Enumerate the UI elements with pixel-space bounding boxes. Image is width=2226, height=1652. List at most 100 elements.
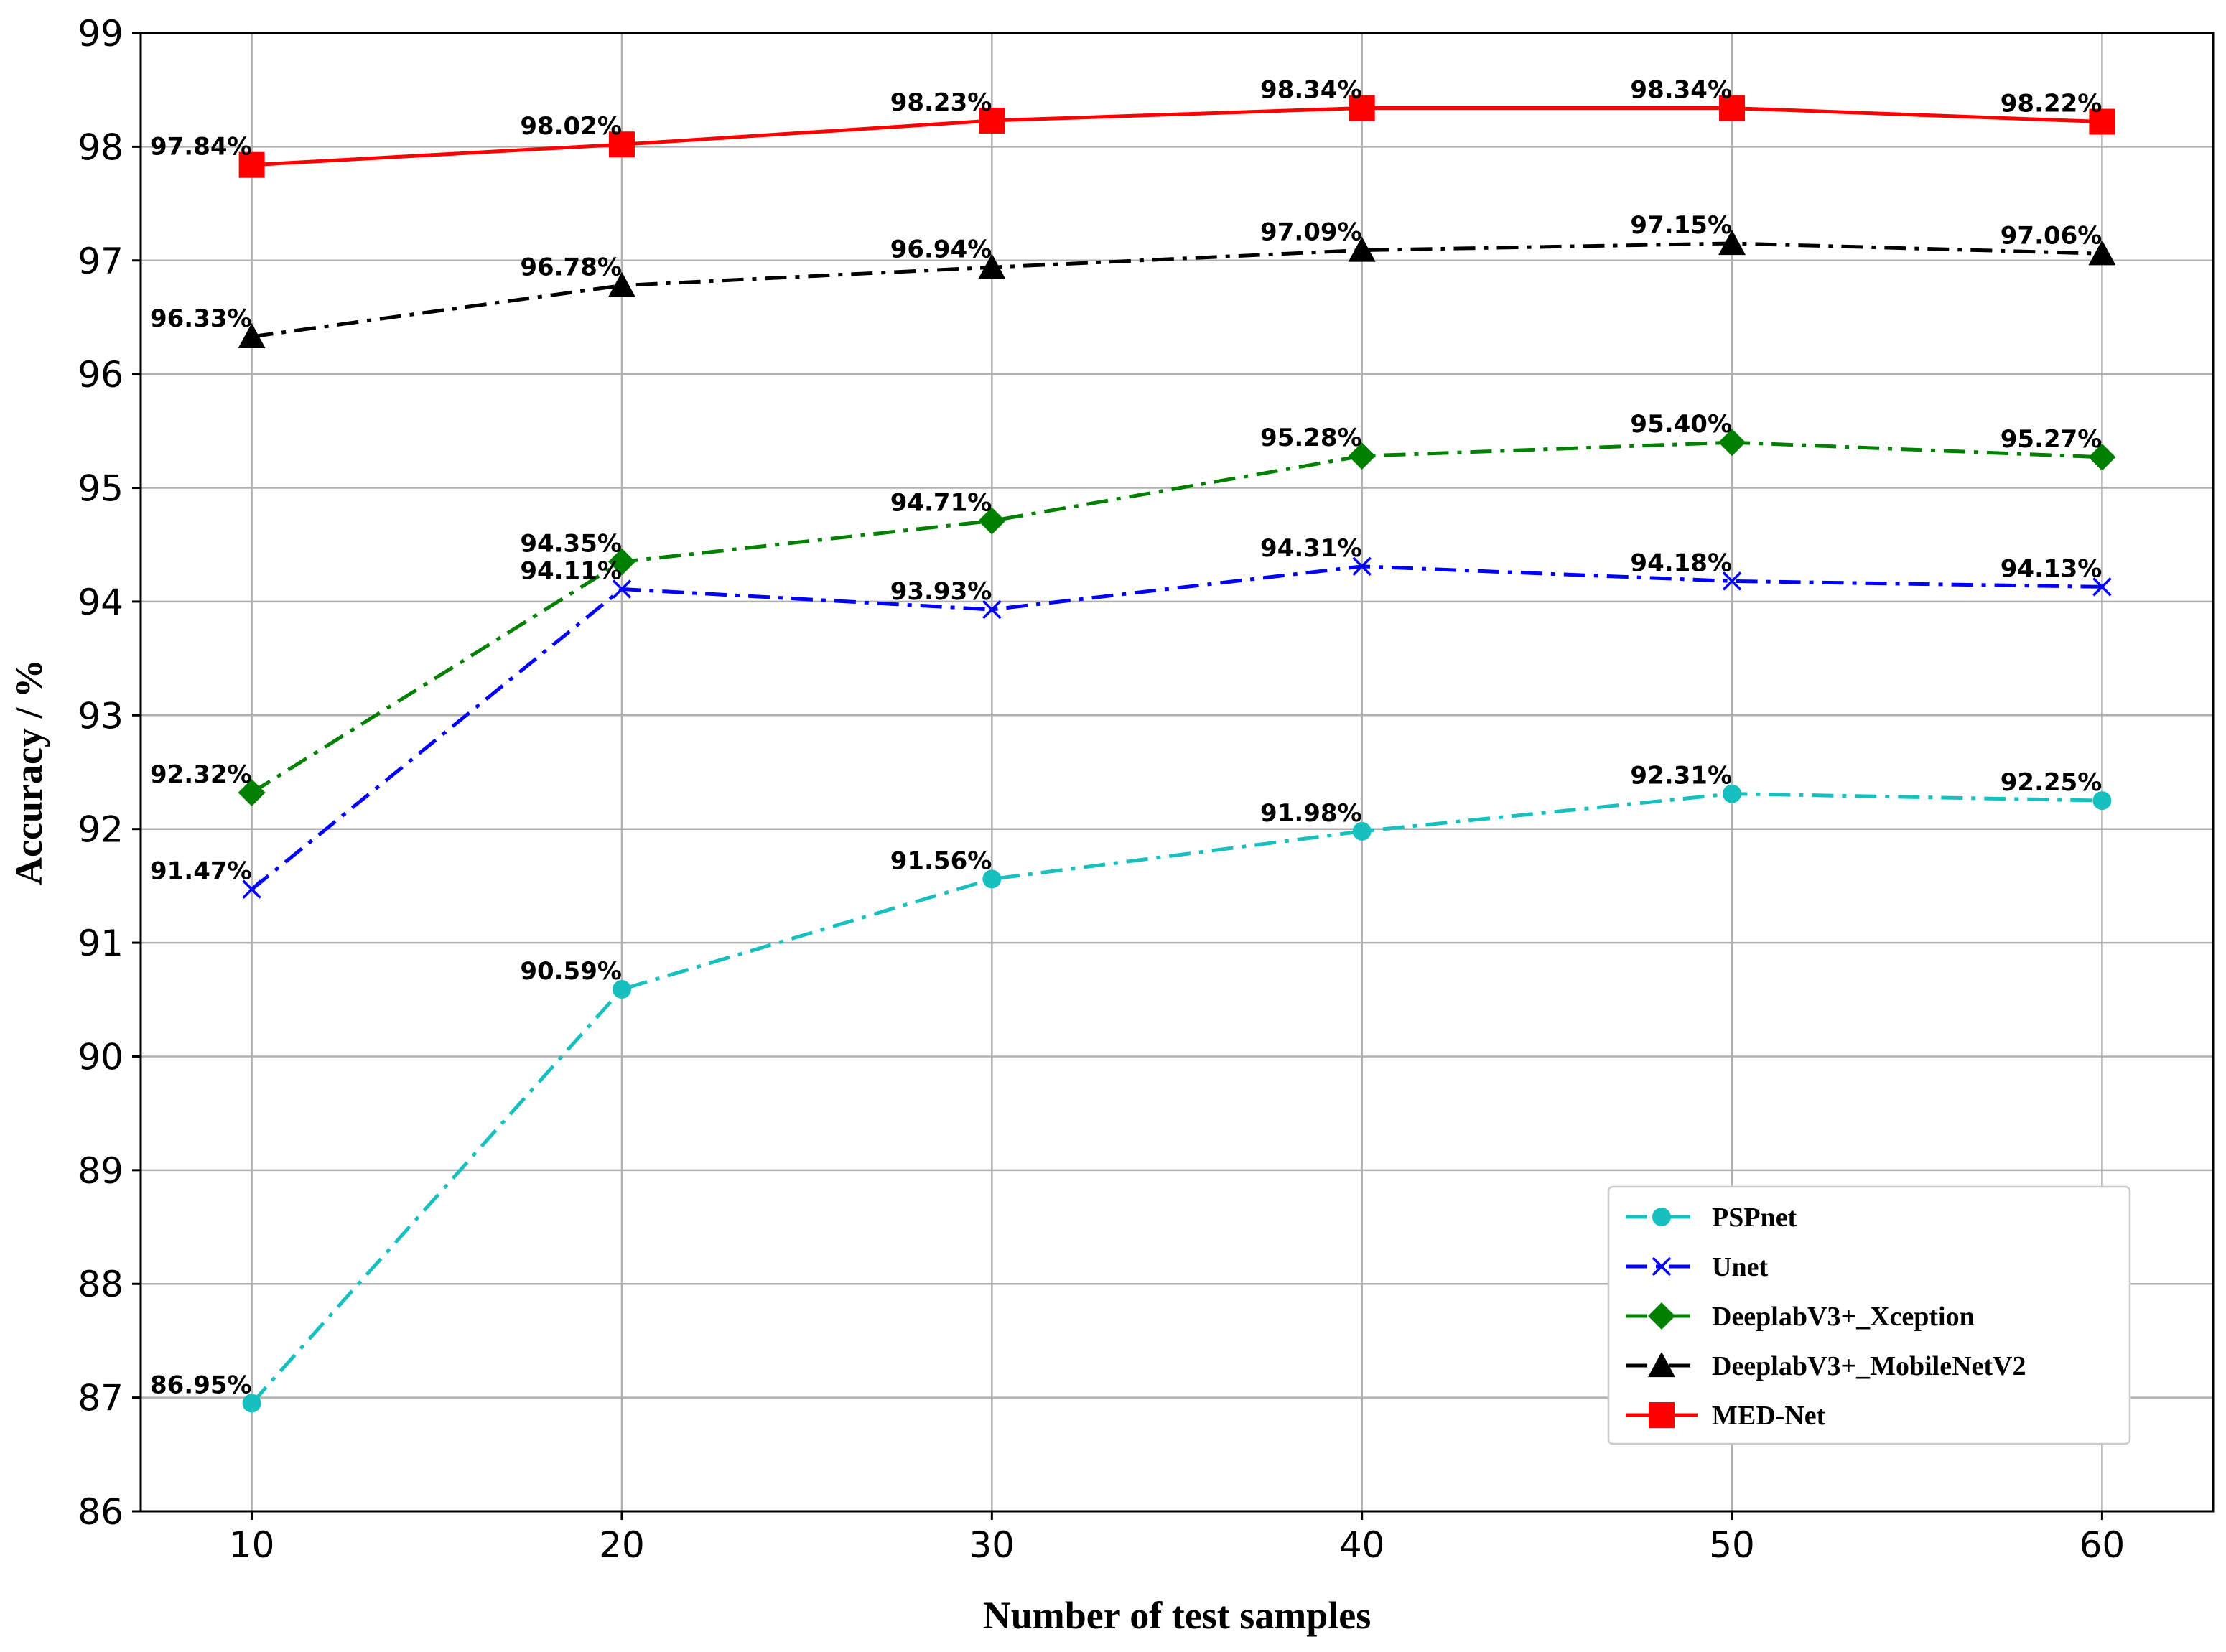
data-point-med-net	[238, 151, 265, 178]
x-tick-label: 10	[229, 1524, 275, 1566]
series-line-deeplabv3-xception	[251, 440, 2102, 795]
data-point-pspnet	[242, 1394, 261, 1413]
data-point-deeplabv3-mobilenetv2	[978, 253, 1006, 279]
data-point-med-net	[1719, 95, 1746, 121]
data-point-deeplabv3-xception	[1718, 429, 1746, 457]
y-tick-label: 88	[78, 1264, 124, 1305]
data-label-pspnet: 92.31%	[1630, 762, 1732, 790]
data-label-deeplabv3-xception: 95.28%	[1260, 424, 1362, 452]
data-label-pspnet: 91.98%	[1260, 799, 1362, 828]
data-label-med-net: 98.02%	[520, 112, 622, 141]
data-point-pspnet	[2092, 791, 2112, 811]
x-tick-label: 50	[1709, 1524, 1755, 1566]
data-label-deeplabv3-xception: 95.40%	[1630, 410, 1732, 439]
data-label-med-net: 98.22%	[2001, 90, 2102, 118]
y-tick-label: 95	[78, 468, 124, 510]
y-tick-label: 99	[78, 13, 124, 55]
data-label-pspnet: 92.25%	[2001, 768, 2102, 797]
data-point-deeplabv3-xception	[978, 507, 1006, 535]
series-deeplabv3-mobilenetv2	[238, 230, 2116, 349]
legend-label-deeplabv3-xception: DeeplabV3+_Xception	[1712, 1302, 1975, 1332]
series-unet	[242, 556, 2112, 899]
y-tick-label: 98	[78, 126, 124, 168]
x-tick-label: 40	[1339, 1524, 1385, 1566]
y-tick-label: 94	[78, 582, 124, 623]
data-point-deeplabv3-mobilenetv2	[2088, 240, 2116, 266]
x-tick-label: 30	[969, 1524, 1015, 1566]
data-point-pspnet	[1352, 821, 1372, 841]
data-label-med-net: 97.84%	[150, 133, 252, 162]
data-label-unet: 93.93%	[890, 577, 992, 606]
data-point-unet	[982, 599, 1002, 620]
data-label-unet: 91.47%	[150, 857, 252, 886]
data-label-deeplabv3-xception: 94.71%	[890, 488, 992, 517]
y-tick-label: 97	[78, 241, 124, 282]
y-tick-label: 87	[78, 1378, 124, 1419]
legend-label-pspnet: PSPnet	[1712, 1203, 1797, 1233]
data-label-deeplabv3-mobilenetv2: 97.15%	[1630, 211, 1732, 240]
legend-label-unet: Unet	[1712, 1252, 1768, 1282]
grid	[141, 32, 2213, 1513]
y-tick-label: 96	[78, 354, 124, 396]
data-label-deeplabv3-mobilenetv2: 96.78%	[520, 253, 622, 282]
x-axis-title: Number of test samples	[983, 1594, 1371, 1637]
data-point-unet	[242, 879, 261, 899]
legend-marker-pspnet	[1652, 1208, 1671, 1226]
data-label-med-net: 98.23%	[890, 88, 992, 117]
series-line-unet	[251, 564, 2102, 891]
data-point-deeplabv3-mobilenetv2	[1348, 236, 1376, 262]
data-point-deeplabv3-xception	[1348, 442, 1376, 470]
legend-marker-deeplabv3-xception	[1648, 1302, 1675, 1330]
series-line-med-net	[251, 106, 2102, 167]
data-point-deeplabv3-xception	[607, 548, 635, 576]
series-deeplabv3-xception	[238, 429, 2116, 807]
axis-ticks: 10 20 30 40 50 60 86 87 88 89 90 91 92 93 94 95 96 97 98 99	[78, 13, 2125, 1566]
data-label-unet: 94.13%	[2001, 554, 2102, 583]
data-label-unet: 94.11%	[520, 557, 622, 586]
data-label-unet: 94.31%	[1260, 534, 1362, 563]
data-point-unet	[1722, 571, 1742, 591]
y-tick-label: 86	[78, 1491, 124, 1533]
data-label-deeplabv3-mobilenetv2: 97.06%	[2001, 221, 2102, 250]
data-point-unet	[612, 579, 632, 599]
data-labels: 86.95% 90.59% 91.56% 91.98% 92.31% 92.25% 91.4…	[150, 76, 2102, 1400]
data-label-med-net: 98.34%	[1260, 76, 1362, 105]
data-point-med-net	[979, 107, 1005, 134]
legend-marker-unet	[1652, 1256, 1672, 1277]
data-label-deeplabv3-mobilenetv2: 97.09%	[1260, 218, 1362, 247]
data-point-med-net	[1349, 95, 1375, 121]
legend-label-deeplabv3-mobilenetv2: DeeplabV3+_MobileNetV2	[1712, 1351, 2026, 1381]
legend-marker-med-net	[1649, 1402, 1675, 1428]
x-tick-label: 20	[599, 1524, 645, 1566]
data-point-pspnet	[1723, 784, 1742, 803]
data-label-deeplabv3-xception: 92.32%	[150, 760, 252, 789]
series-line-pspnet	[250, 792, 2102, 1405]
legend-box	[1607, 1185, 2131, 1445]
data-point-pspnet	[612, 980, 631, 999]
data-label-pspnet: 91.56%	[890, 846, 992, 875]
data-point-deeplabv3-xception	[238, 779, 266, 807]
y-tick-label: 90	[78, 1036, 124, 1078]
data-point-deeplabv3-mobilenetv2	[238, 322, 266, 349]
data-label-deeplabv3-xception: 95.27%	[2001, 425, 2102, 454]
y-tick-label: 92	[78, 809, 124, 851]
y-tick-label: 93	[78, 695, 124, 737]
data-point-pspnet	[982, 869, 1002, 889]
y-tick-label: 89	[78, 1150, 124, 1192]
data-point-unet	[2092, 577, 2112, 597]
data-label-pspnet: 86.95%	[150, 1371, 252, 1400]
data-label-pspnet: 90.59%	[520, 957, 622, 986]
data-point-deeplabv3-mobilenetv2	[607, 271, 635, 297]
y-tick-label: 91	[78, 923, 124, 964]
data-point-deeplabv3-xception	[2088, 443, 2116, 471]
legend: PSPnet Unet DeeplabV3+_Xception DeeplabV3+_…	[1607, 1185, 2131, 1445]
series-group	[238, 95, 2116, 1413]
data-label-med-net: 98.34%	[1630, 76, 1732, 105]
series-line-deeplabv3-mobilenetv2	[251, 241, 2102, 339]
data-label-deeplabv3-xception: 94.35%	[520, 529, 622, 558]
x-tick-label: 60	[2080, 1524, 2125, 1566]
data-label-deeplabv3-mobilenetv2: 96.33%	[150, 304, 252, 333]
y-axis-title: Accuracy / %	[7, 659, 50, 885]
data-label-unet: 94.18%	[1630, 549, 1732, 577]
